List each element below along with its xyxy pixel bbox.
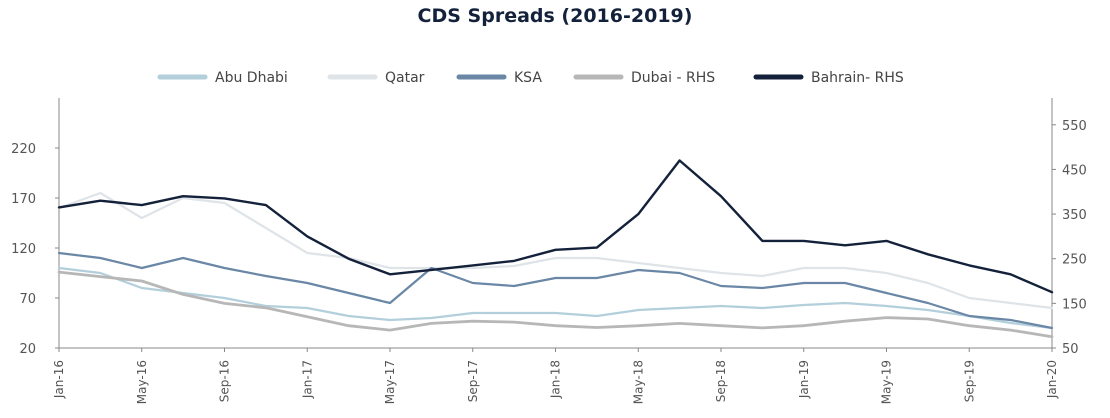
legend-label: Bahrain- RHS (811, 70, 904, 86)
right-tick-label: 350 (1062, 208, 1087, 223)
x-tick-label: Jan-17 (300, 360, 314, 399)
series-line-dubai-rhs (57, 270, 1054, 339)
series-line-qatar (57, 191, 1054, 310)
right-tick-label: 550 (1062, 119, 1087, 134)
x-tick-label: Jan-20 (1045, 360, 1059, 399)
x-tick-label: May-19 (880, 360, 894, 404)
left-tick-label: 170 (11, 192, 36, 207)
x-tick-label: May-16 (135, 360, 149, 404)
x-tick-label: Jan-19 (797, 360, 811, 399)
x-tick-label: Sep-18 (714, 360, 728, 402)
x-tick-label: Jan-18 (549, 360, 563, 399)
legend-label: KSA (514, 70, 542, 86)
x-tick-label: Sep-19 (962, 360, 976, 402)
right-tick-label: 50 (1062, 342, 1079, 357)
x-tick-label: May-18 (631, 360, 645, 404)
series-layer (57, 159, 1054, 339)
left-tick-label: 220 (11, 142, 36, 157)
left-tick-label: 120 (11, 242, 36, 257)
x-tick-label: Jan-16 (52, 360, 66, 399)
left-tick-label: 70 (19, 292, 36, 307)
x-tick-label: Sep-17 (466, 360, 480, 402)
axes: 20 70 120 170 220 50 150 250 350 450 550 Jan-16 May-… (11, 98, 1087, 404)
legend-label: Qatar (385, 70, 425, 86)
right-tick-label: 250 (1062, 253, 1087, 268)
right-tick-label: 450 (1062, 163, 1087, 178)
series-line-abu-dhabi (57, 266, 1054, 330)
legend-label: Dubai - RHS (631, 70, 715, 86)
series-line-ksa (57, 251, 1054, 330)
left-tick-label: 20 (19, 342, 36, 357)
legend: Abu Dhabi Qatar KSA Dubai - RHS Bahrain- RHS (157, 70, 904, 86)
x-tick-label: Sep-16 (218, 360, 232, 402)
legend-label: Abu Dhabi (215, 70, 288, 86)
chart-title: CDS Spreads (2016-2019) (418, 5, 693, 27)
right-tick-label: 150 (1062, 297, 1087, 312)
series-line-bahrain-rhs (57, 159, 1054, 294)
x-tick-label: May-17 (383, 360, 397, 404)
